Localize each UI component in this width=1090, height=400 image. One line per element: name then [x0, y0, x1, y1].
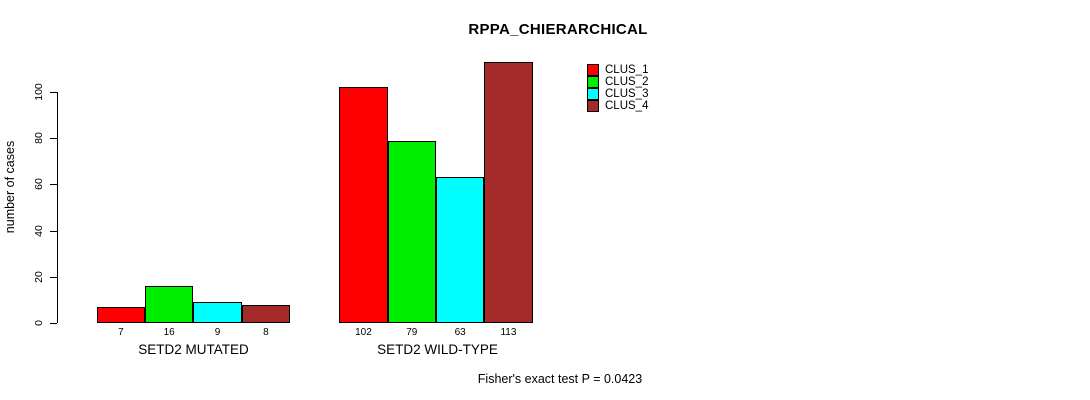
y-tick-label: 0: [33, 320, 45, 326]
clus-3-color-swatch: [587, 88, 599, 100]
y-tick-label: 20: [33, 270, 45, 283]
y-tick-100: [50, 92, 57, 93]
y-tick-20: [50, 276, 57, 278]
y-tick-80: [50, 138, 57, 140]
clus-1-color-swatch: [587, 64, 599, 76]
legend-item-clus-3: CLUS_3: [587, 88, 648, 100]
bar-clus_4-group2: [484, 62, 533, 323]
y-tick-label: 100: [33, 83, 45, 101]
bar-clus_2-group1: [145, 286, 194, 323]
clus-4-color-swatch: [587, 100, 599, 112]
group-label-setd2-mutated: SETD2 MUTATED: [138, 342, 249, 357]
legend-item-clus-4: CLUS_4: [587, 100, 648, 112]
y-axis-title: number of cases: [3, 140, 17, 234]
bar-value-label: 7: [118, 327, 124, 338]
y-tick-label: 60: [33, 178, 45, 191]
y-tick-60: [50, 184, 57, 186]
bar-value-label: 9: [214, 327, 221, 338]
clus-2-color-swatch: [587, 76, 599, 88]
y-tick-0: [50, 323, 57, 324]
bar-clus_3-group2: [435, 177, 485, 323]
y-tick-40: [50, 230, 57, 232]
bar-value-label: 102: [355, 327, 372, 338]
fisher-test-annotation: Fisher's exact test P = 0.0423: [477, 372, 643, 386]
bar-value-label: 79: [406, 327, 418, 338]
legend-label: CLUS_3: [605, 88, 649, 100]
legend-item-clus-2: CLUS_2: [587, 76, 648, 88]
bar-clus_1-group1: [96, 307, 146, 323]
bar-value-label: 8: [263, 327, 269, 338]
bar-value-label: 16: [163, 327, 175, 338]
y-tick-label: 40: [33, 224, 45, 237]
legend-label: CLUS_1: [605, 64, 649, 76]
legend-item-clus-1: CLUS_1: [587, 64, 648, 76]
bar-value-label: 63: [454, 327, 466, 338]
bar-clus_2-group2: [387, 141, 436, 323]
y-tick-label: 80: [33, 132, 45, 145]
legend: CLUS_1 CLUS_2 CLUS_3 CLUS_4: [587, 64, 648, 112]
group-label-setd2-wild-type: SETD2 WILD-TYPE: [377, 342, 498, 357]
bar-clus_4-group1: [241, 305, 291, 323]
y-axis-line: [57, 92, 58, 323]
bar-clus_1-group2: [339, 87, 388, 323]
bar-clus_3-group1: [193, 302, 242, 323]
chart-title: RPPA_CHIERARCHICAL: [468, 21, 648, 38]
bar-value-label: 113: [500, 327, 517, 338]
legend-label: CLUS_4: [605, 100, 649, 112]
legend-label: CLUS_2: [605, 76, 649, 88]
